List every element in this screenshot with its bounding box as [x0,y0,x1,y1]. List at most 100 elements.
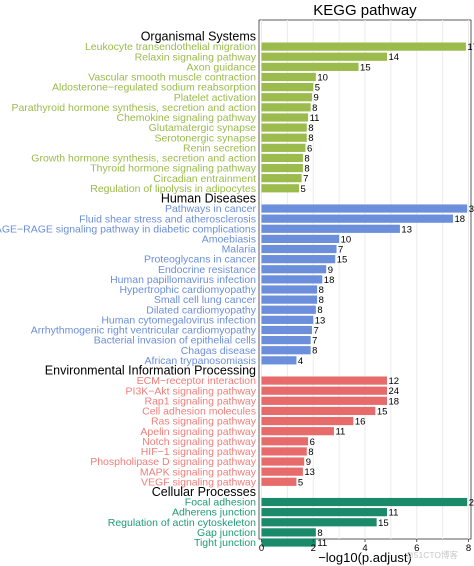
bar-count-label: 5 [298,477,303,488]
category-label: Hypertrophic cardiomyopathy [119,284,256,296]
bar-count-label: 8 [304,164,309,175]
watermark: @51CTO博客 [405,550,458,560]
category-label: Human papillomavirus infection [110,274,256,286]
category-label: Circadian entrainment [153,173,256,185]
category-label: VEGF signaling pathway [141,476,257,488]
bar [261,346,311,355]
bar [261,93,312,102]
bar-count-label: 13 [401,224,412,235]
bar [261,143,306,152]
bar [261,336,311,345]
bar-count-label: 9 [313,93,318,104]
bar-count-label: 11 [310,113,320,124]
group-header: Human Diseases [161,191,256,205]
x-tick-label: 6 [414,543,419,554]
bar-count-label: 11 [335,427,345,438]
category-label: Thyroid hormone signaling pathway [90,163,257,175]
bar [261,265,327,274]
bar [261,376,387,385]
bar [261,457,305,466]
category-label: Platelet activation [174,92,256,104]
bar [261,42,466,51]
bar [261,285,318,294]
bar [261,204,468,213]
bar [261,497,468,507]
bar-count-label: 9 [328,265,333,276]
bar-count-label: 8 [304,153,309,164]
bar-count-label: 8 [319,295,324,306]
category-label: Pathways in cancer [165,203,257,215]
category-label: HIF−1 signaling pathway [141,446,257,458]
bar [261,437,309,446]
bar [261,113,309,122]
bar-count-label: 8 [317,528,322,539]
bar-count-label: 13 [315,315,326,326]
category-label: Glutamatergic synapse [149,122,257,134]
bar [261,52,387,61]
chart-title: KEGG pathway [313,2,417,19]
bar [261,123,307,132]
bar [261,153,303,163]
category-label: Phospholipase D signaling pathway [90,456,257,468]
bar-count-label: 18 [388,396,399,407]
bar [261,416,354,426]
bar [261,528,316,537]
category-label: Apelin signaling pathway [140,426,256,438]
x-tick-label: 2 [311,543,316,554]
bar [261,244,337,254]
x-axis: 0 2 4 6 8 [259,539,471,554]
bar-count-label: 37 [469,204,474,215]
bar-count-label: 17 [467,42,474,53]
category-label: Amoebiasis [202,234,256,246]
category-label: Bacterial invasion of epithelial cells [94,335,256,347]
category-label: Gap junction [197,527,256,539]
bar-count-label: 6 [310,437,315,448]
bar [261,508,387,517]
bar-count-label: 8 [308,123,313,134]
bar-count-label: 8 [312,346,317,357]
bar [261,224,400,233]
bar [261,467,303,476]
bar [261,72,316,82]
bar-count-label: 7 [313,325,318,336]
bar [261,62,359,71]
category-label: Chagas disease [181,345,256,357]
category-label: AGE−RAGE signaling pathway in diabetic c… [0,223,256,235]
bar-count-label: 8 [319,285,324,296]
bar-count-label: 18 [324,275,335,286]
bar-count-label: 8 [308,133,313,144]
bar-count-label: 15 [377,406,388,417]
group-header: Cellular Processes [152,485,256,499]
bar [261,406,376,416]
bar [261,518,377,527]
x-axis-title: −log10(p.adjust) [318,550,412,565]
bars [261,42,468,547]
category-label: Rap1 signaling pathway [145,395,257,407]
category-label: Chemokine signaling pathway [117,112,257,124]
category-label: Vascular smooth muscle contraction [88,72,256,84]
category-label: Malaria [222,244,257,256]
bar [261,163,303,173]
bar [261,305,316,314]
bar [261,214,453,223]
bar [261,356,297,365]
bar [261,386,387,395]
bar-count-label: 7 [312,336,317,347]
bar [261,396,387,405]
bar-count-label: 15 [337,255,348,266]
bar-count-label: 8 [317,305,322,316]
bar-count-label: 15 [378,518,389,529]
bar-count-label: 10 [341,234,352,245]
category-label: Growth hormone synthesis, secretion and … [31,153,256,165]
bar [261,427,334,436]
category-label: Endocrine resistance [158,264,256,276]
category-label: Regulation of lipolysis in adipocytes [90,183,256,195]
category-label: Notch signaling pathway [142,436,257,448]
category-label: Parathyroid hormone synthesis, secretion… [11,102,256,114]
category-label: Ras signaling pathway [151,416,257,428]
category-label: Tight junction [194,537,256,549]
category-label: Axon guidance [187,61,257,73]
category-label: Dilated cardiomyopathy [146,304,256,316]
bar-count-label: 4 [298,356,303,367]
